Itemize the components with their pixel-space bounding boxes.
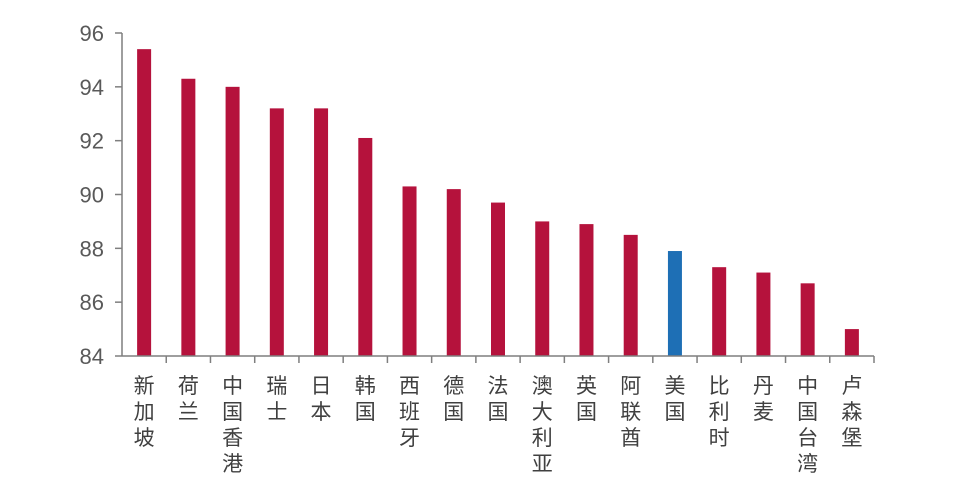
bars-group xyxy=(137,49,859,357)
bar xyxy=(800,283,815,356)
x-tick-label: 德国 xyxy=(443,374,464,424)
y-tick-label: 96 xyxy=(80,21,104,46)
bar xyxy=(756,272,771,356)
bar xyxy=(402,186,417,356)
x-tick-label: 英国 xyxy=(576,374,597,424)
x-tick-label: 中国香港 xyxy=(222,374,243,476)
x-tick-label: 阿联酋 xyxy=(620,374,641,450)
x-tick-label: 澳大利亚 xyxy=(532,374,553,476)
bar xyxy=(623,234,638,356)
y-tick-label: 88 xyxy=(80,236,104,261)
y-tick-label: 90 xyxy=(80,183,104,208)
bar xyxy=(491,202,505,356)
x-tick-label: 新加坡 xyxy=(134,374,155,450)
bar xyxy=(844,329,859,356)
x-tick-label: 西班牙 xyxy=(399,374,420,450)
bar xyxy=(667,251,682,356)
x-tick-label: 比利时 xyxy=(709,374,730,450)
bar xyxy=(137,49,152,357)
x-tick-label: 卢森堡 xyxy=(841,374,862,450)
y-tick-label: 92 xyxy=(80,129,104,154)
x-tick-label: 丹麦 xyxy=(753,374,774,424)
bar xyxy=(181,78,196,356)
x-tick-label: 日本 xyxy=(311,374,332,424)
bar xyxy=(446,189,461,356)
bar xyxy=(225,86,240,356)
bar xyxy=(712,267,727,356)
bar xyxy=(358,137,373,356)
x-tick-label: 法国 xyxy=(488,374,509,424)
x-tick-label: 美国 xyxy=(664,374,685,424)
x-tick-label: 瑞士 xyxy=(266,374,287,424)
x-tick-label: 荷兰 xyxy=(178,374,199,424)
bar xyxy=(579,224,594,356)
x-tick-label: 韩国 xyxy=(355,374,376,424)
y-tick-label: 94 xyxy=(80,75,104,100)
y-tick-label: 86 xyxy=(80,290,104,315)
y-axis: 84 86 88 90 92 94 96 xyxy=(80,21,123,369)
y-tick-label: 84 xyxy=(80,344,104,369)
bar xyxy=(535,221,550,356)
x-tick-label: 中国台湾 xyxy=(797,374,818,476)
bar xyxy=(314,108,329,356)
bar xyxy=(269,108,284,356)
